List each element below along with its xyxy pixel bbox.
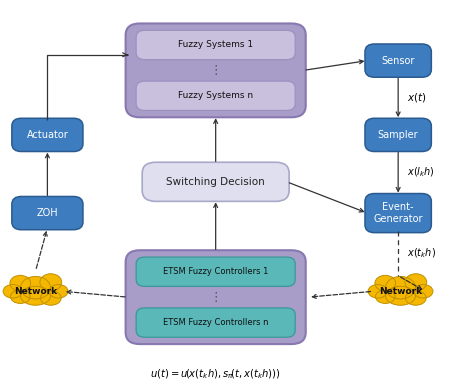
FancyBboxPatch shape xyxy=(136,30,295,59)
Text: Network: Network xyxy=(379,287,422,296)
Ellipse shape xyxy=(405,274,427,291)
Text: ETSM Fuzzy Controllers n: ETSM Fuzzy Controllers n xyxy=(163,318,268,327)
FancyBboxPatch shape xyxy=(126,250,306,344)
Ellipse shape xyxy=(40,291,61,305)
Ellipse shape xyxy=(405,291,426,305)
Text: $x(t)$: $x(t)$ xyxy=(407,91,426,104)
Ellipse shape xyxy=(368,285,387,298)
Ellipse shape xyxy=(375,275,396,291)
Text: Actuator: Actuator xyxy=(27,130,68,140)
Text: Switching Decision: Switching Decision xyxy=(166,177,265,187)
Text: ⋮: ⋮ xyxy=(210,64,222,77)
FancyBboxPatch shape xyxy=(365,118,431,151)
FancyBboxPatch shape xyxy=(12,196,83,230)
Ellipse shape xyxy=(49,285,68,298)
FancyBboxPatch shape xyxy=(136,81,295,111)
Ellipse shape xyxy=(3,285,22,298)
Ellipse shape xyxy=(20,276,51,299)
Text: Network: Network xyxy=(14,287,57,296)
FancyBboxPatch shape xyxy=(136,308,295,337)
FancyBboxPatch shape xyxy=(12,118,83,151)
Ellipse shape xyxy=(40,274,62,291)
Ellipse shape xyxy=(10,290,30,303)
Ellipse shape xyxy=(20,286,51,305)
Text: $x(t_k h)$: $x(t_k h)$ xyxy=(407,246,436,260)
Ellipse shape xyxy=(10,275,31,291)
Text: Sensor: Sensor xyxy=(382,56,415,66)
Text: Event-
Generator: Event- Generator xyxy=(374,202,423,224)
Text: ZOH: ZOH xyxy=(36,208,58,218)
Text: $u(t) = u\!\left(x(t_k h),s_\pi\!\left(t,x(t_k h)\right)\right)$: $u(t) = u\!\left(x(t_k h),s_\pi\!\left(t… xyxy=(150,368,281,381)
FancyBboxPatch shape xyxy=(136,257,295,286)
Text: Fuzzy Systems n: Fuzzy Systems n xyxy=(178,91,253,100)
Ellipse shape xyxy=(385,276,416,299)
Text: ETSM Fuzzy Controllers 1: ETSM Fuzzy Controllers 1 xyxy=(163,267,268,276)
FancyBboxPatch shape xyxy=(142,162,289,201)
Ellipse shape xyxy=(385,286,416,305)
Ellipse shape xyxy=(414,285,433,298)
Text: $x(l_k h)$: $x(l_k h)$ xyxy=(407,166,435,179)
FancyBboxPatch shape xyxy=(365,194,431,233)
Text: Sampler: Sampler xyxy=(378,130,419,140)
Text: ⋮: ⋮ xyxy=(210,291,222,304)
Ellipse shape xyxy=(375,290,395,303)
Text: Fuzzy Systems 1: Fuzzy Systems 1 xyxy=(178,40,253,50)
FancyBboxPatch shape xyxy=(365,44,431,77)
FancyBboxPatch shape xyxy=(126,23,306,117)
